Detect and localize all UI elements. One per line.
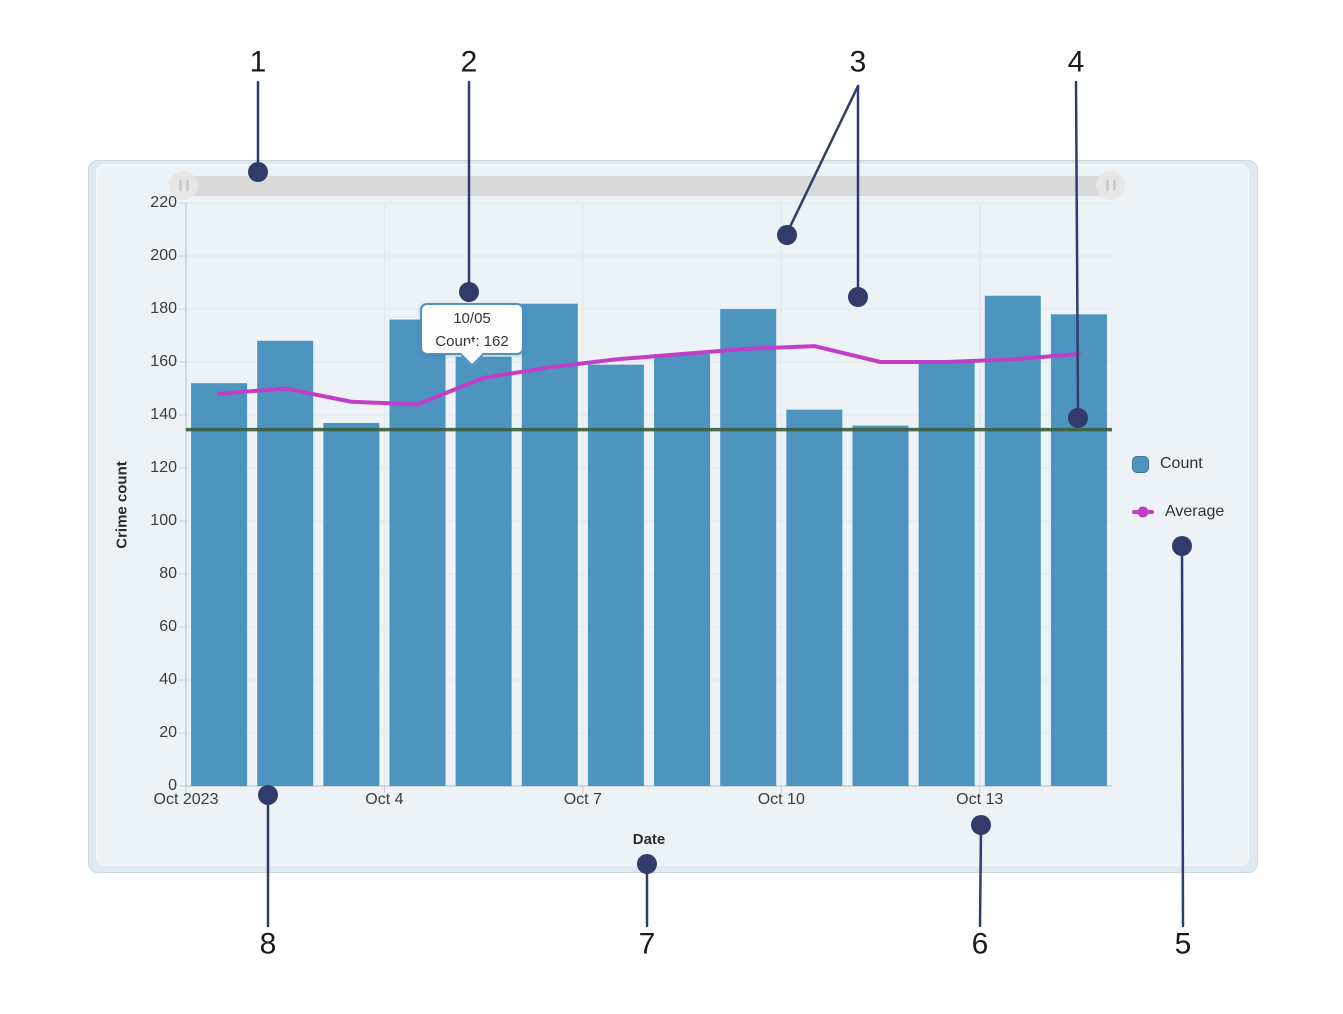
- bar-oct-14[interactable]: [1050, 314, 1107, 786]
- time-slider-left-handle[interactable]: [169, 171, 198, 200]
- drag-grip-icon: [1105, 180, 1109, 191]
- legend-label-average: Average: [1165, 503, 1225, 520]
- drag-grip-icon: [1112, 180, 1116, 191]
- count-swatch-icon: [1132, 455, 1149, 473]
- bar-oct-4[interactable]: [389, 319, 446, 786]
- bar-oct-9[interactable]: [720, 309, 777, 786]
- bar-oct-5[interactable]: [455, 356, 512, 786]
- legend-item-average[interactable]: Average: [1132, 503, 1224, 521]
- time-slider-right-handle[interactable]: [1096, 171, 1125, 200]
- y-axis-title: Crime count: [113, 461, 131, 549]
- average-swatch-icon: [1132, 506, 1154, 518]
- legend-item-count[interactable]: Count: [1132, 455, 1224, 473]
- average-line: [217, 344, 1081, 407]
- time-slider-track[interactable]: [178, 176, 1115, 196]
- bar-oct-6[interactable]: [521, 303, 578, 786]
- drag-grip-icon: [185, 180, 189, 191]
- bar-oct-8[interactable]: [654, 354, 711, 786]
- bar-oct-1[interactable]: [191, 383, 248, 786]
- bar-oct-13[interactable]: [984, 295, 1041, 786]
- legend: Count Average: [1132, 455, 1224, 551]
- bar-oct-11[interactable]: [852, 425, 909, 786]
- bar-oct-2[interactable]: [257, 340, 314, 786]
- bar-oct-12[interactable]: [918, 362, 975, 786]
- drag-grip-icon: [178, 180, 182, 191]
- bar-oct-3[interactable]: [323, 422, 380, 786]
- tooltip: 10/05 Count: 162: [420, 303, 524, 367]
- bar-oct-7[interactable]: [587, 364, 644, 786]
- tooltip-title: 10/05: [453, 310, 491, 327]
- bar-oct-10[interactable]: [786, 409, 843, 786]
- legend-label-count: Count: [1160, 455, 1203, 472]
- x-axis-title: Date: [632, 831, 666, 848]
